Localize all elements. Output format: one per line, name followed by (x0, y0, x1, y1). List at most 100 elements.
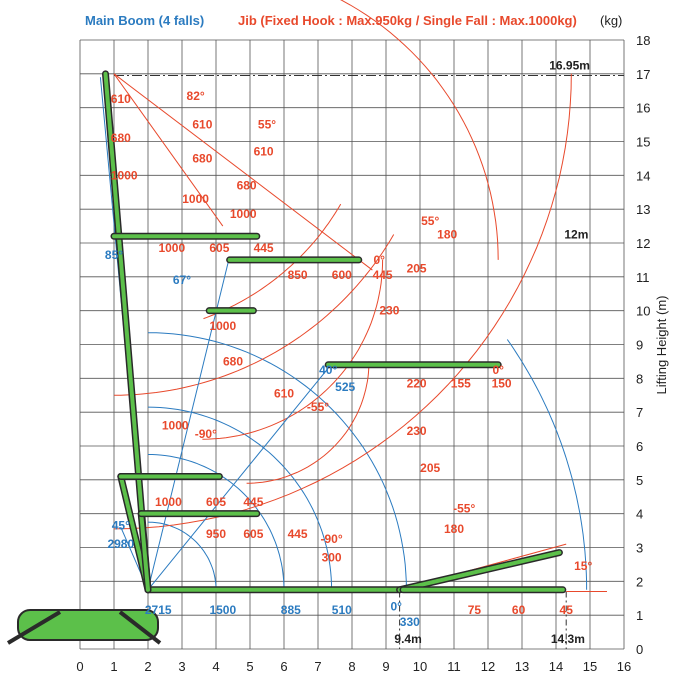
main-boom-capacity-label: 2980 (107, 537, 134, 551)
y-tick-label: 6 (636, 439, 643, 454)
y-tick-label: 14 (636, 168, 650, 183)
jib-capacity-label: 610 (274, 387, 294, 401)
jib-capacity-label: 600 (332, 268, 352, 282)
main-boom-capacity-label: 45° (112, 519, 130, 533)
main-boom-arc (148, 454, 285, 590)
jib-capacity-label: 60 (512, 603, 526, 617)
y-tick-label: 7 (636, 405, 643, 420)
y-tick-label: 16 (636, 101, 650, 116)
x-tick-label: 9 (382, 659, 389, 674)
reference-label: 9.4m (394, 632, 421, 646)
y-tick-label: 12 (636, 236, 650, 251)
jib-arc (203, 203, 342, 320)
main-boom-capacity-label: 40° (319, 363, 337, 377)
jib-capacity-label: 445 (254, 241, 274, 255)
y-tick-label: 15 (636, 135, 650, 150)
main-boom-arc (506, 339, 588, 590)
jib-capacity-label: 610 (192, 118, 212, 132)
x-tick-label: 16 (617, 659, 631, 674)
y-tick-label: 18 (636, 33, 650, 48)
jib-capacity-label: 75 (468, 603, 482, 617)
jib-capacity-label: -90° (321, 532, 343, 546)
main-boom-arc (147, 332, 407, 590)
jib-capacity-label: 950 (206, 527, 226, 541)
jib-capacity-label: 680 (237, 178, 257, 192)
jib-capacity-label: 155 (451, 376, 471, 390)
x-tick-label: 13 (515, 659, 529, 674)
main-boom-title: Main Boom (4 falls) (85, 13, 204, 28)
jib-capacity-label: 1000 (209, 319, 236, 333)
jib-capacity-label: 230 (379, 304, 399, 318)
x-tick-label: 11 (447, 659, 461, 674)
x-tick-label: 2 (144, 659, 151, 674)
main-boom-capacity-label: 67° (173, 273, 191, 287)
jib-capacity-label: 180 (437, 228, 457, 242)
main-boom-arc (147, 521, 217, 590)
main-boom-capacity-label: 510 (332, 603, 352, 617)
jib-capacity-label: 15° (574, 559, 592, 573)
jib-capacity-label: 230 (407, 424, 427, 438)
x-tick-label: 3 (178, 659, 185, 674)
boom-section-fill (139, 511, 150, 592)
x-tick-label: 8 (348, 659, 355, 674)
jib-capacity-label: 55° (421, 214, 439, 228)
jib-capacity-label: 850 (288, 268, 308, 282)
jib-capacity-label: -55° (307, 400, 329, 414)
jib-capacity-label: 680 (223, 354, 243, 368)
x-tick-label: 15 (583, 659, 597, 674)
boom-angle-line (147, 367, 329, 591)
jib-capacity-label: 82° (187, 89, 205, 103)
jib-capacity-label: 1000 (162, 419, 189, 433)
main-boom-capacity-label: 2715 (145, 603, 172, 617)
jib-capacity-label: -90° (195, 427, 217, 441)
jib-capacity-label: 605 (209, 241, 229, 255)
y-tick-label: 1 (636, 608, 643, 623)
jib-capacity-label: 1000 (155, 495, 182, 509)
reference-label: 16.95m (549, 58, 590, 72)
y-tick-label: 2 (636, 574, 643, 589)
main-boom-capacity-label: 0° (390, 600, 402, 614)
jib-angle-line (113, 73, 224, 227)
main-boom-arc (147, 406, 333, 590)
jib-capacity-label: 220 (407, 376, 427, 390)
jib-capacity-label: 1000 (111, 168, 138, 182)
x-tick-label: 14 (549, 659, 563, 674)
outrigger-left (6, 610, 62, 645)
main-boom-capacity-label: 1500 (209, 603, 236, 617)
jib-capacity-label: 610 (254, 145, 274, 159)
arc-layer (99, 0, 624, 649)
jib-capacity-label: 1000 (230, 207, 257, 221)
main-boom-capacity-label: 85° (105, 248, 123, 262)
jib-capacity-label: 0° (492, 363, 504, 377)
jib-arc (114, 234, 395, 396)
y-tick-label: 5 (636, 473, 643, 488)
jib-capacity-label: 445 (373, 268, 393, 282)
y-tick-label: 9 (636, 338, 643, 353)
jib-capacity-label: 0° (373, 253, 385, 267)
x-tick-label: 6 (280, 659, 287, 674)
jib-capacity-label: 1000 (182, 192, 209, 206)
y-tick-label: 11 (636, 270, 650, 285)
unit-label: (kg) (600, 13, 622, 28)
jib-capacity-label: 55° (258, 118, 276, 132)
jib-capacity-label: 1000 (158, 241, 185, 255)
crane-layer (6, 70, 567, 645)
main-boom-capacity-label: 330 (400, 615, 420, 629)
y-tick-label: 3 (636, 541, 643, 556)
y-axis-title: Lifting Height (m) (654, 296, 669, 395)
jib-arc (340, 0, 499, 260)
jib-capacity-label: 45 (560, 603, 574, 617)
y-tick-label: 10 (636, 304, 650, 319)
jib-arc (246, 361, 370, 484)
jib-capacity-label: 605 (243, 527, 263, 541)
reference-label: 14.3m (551, 632, 585, 646)
jib-capacity-label: 205 (420, 461, 440, 475)
jib-capacity-label: 680 (192, 151, 212, 165)
jib-capacity-label: 680 (111, 131, 131, 145)
reference-label: 12m (564, 228, 588, 242)
boom-section-fill (397, 550, 562, 592)
jib-capacity-label: 605 (206, 495, 226, 509)
outrigger-right (118, 610, 162, 645)
jib-arc (202, 259, 384, 440)
